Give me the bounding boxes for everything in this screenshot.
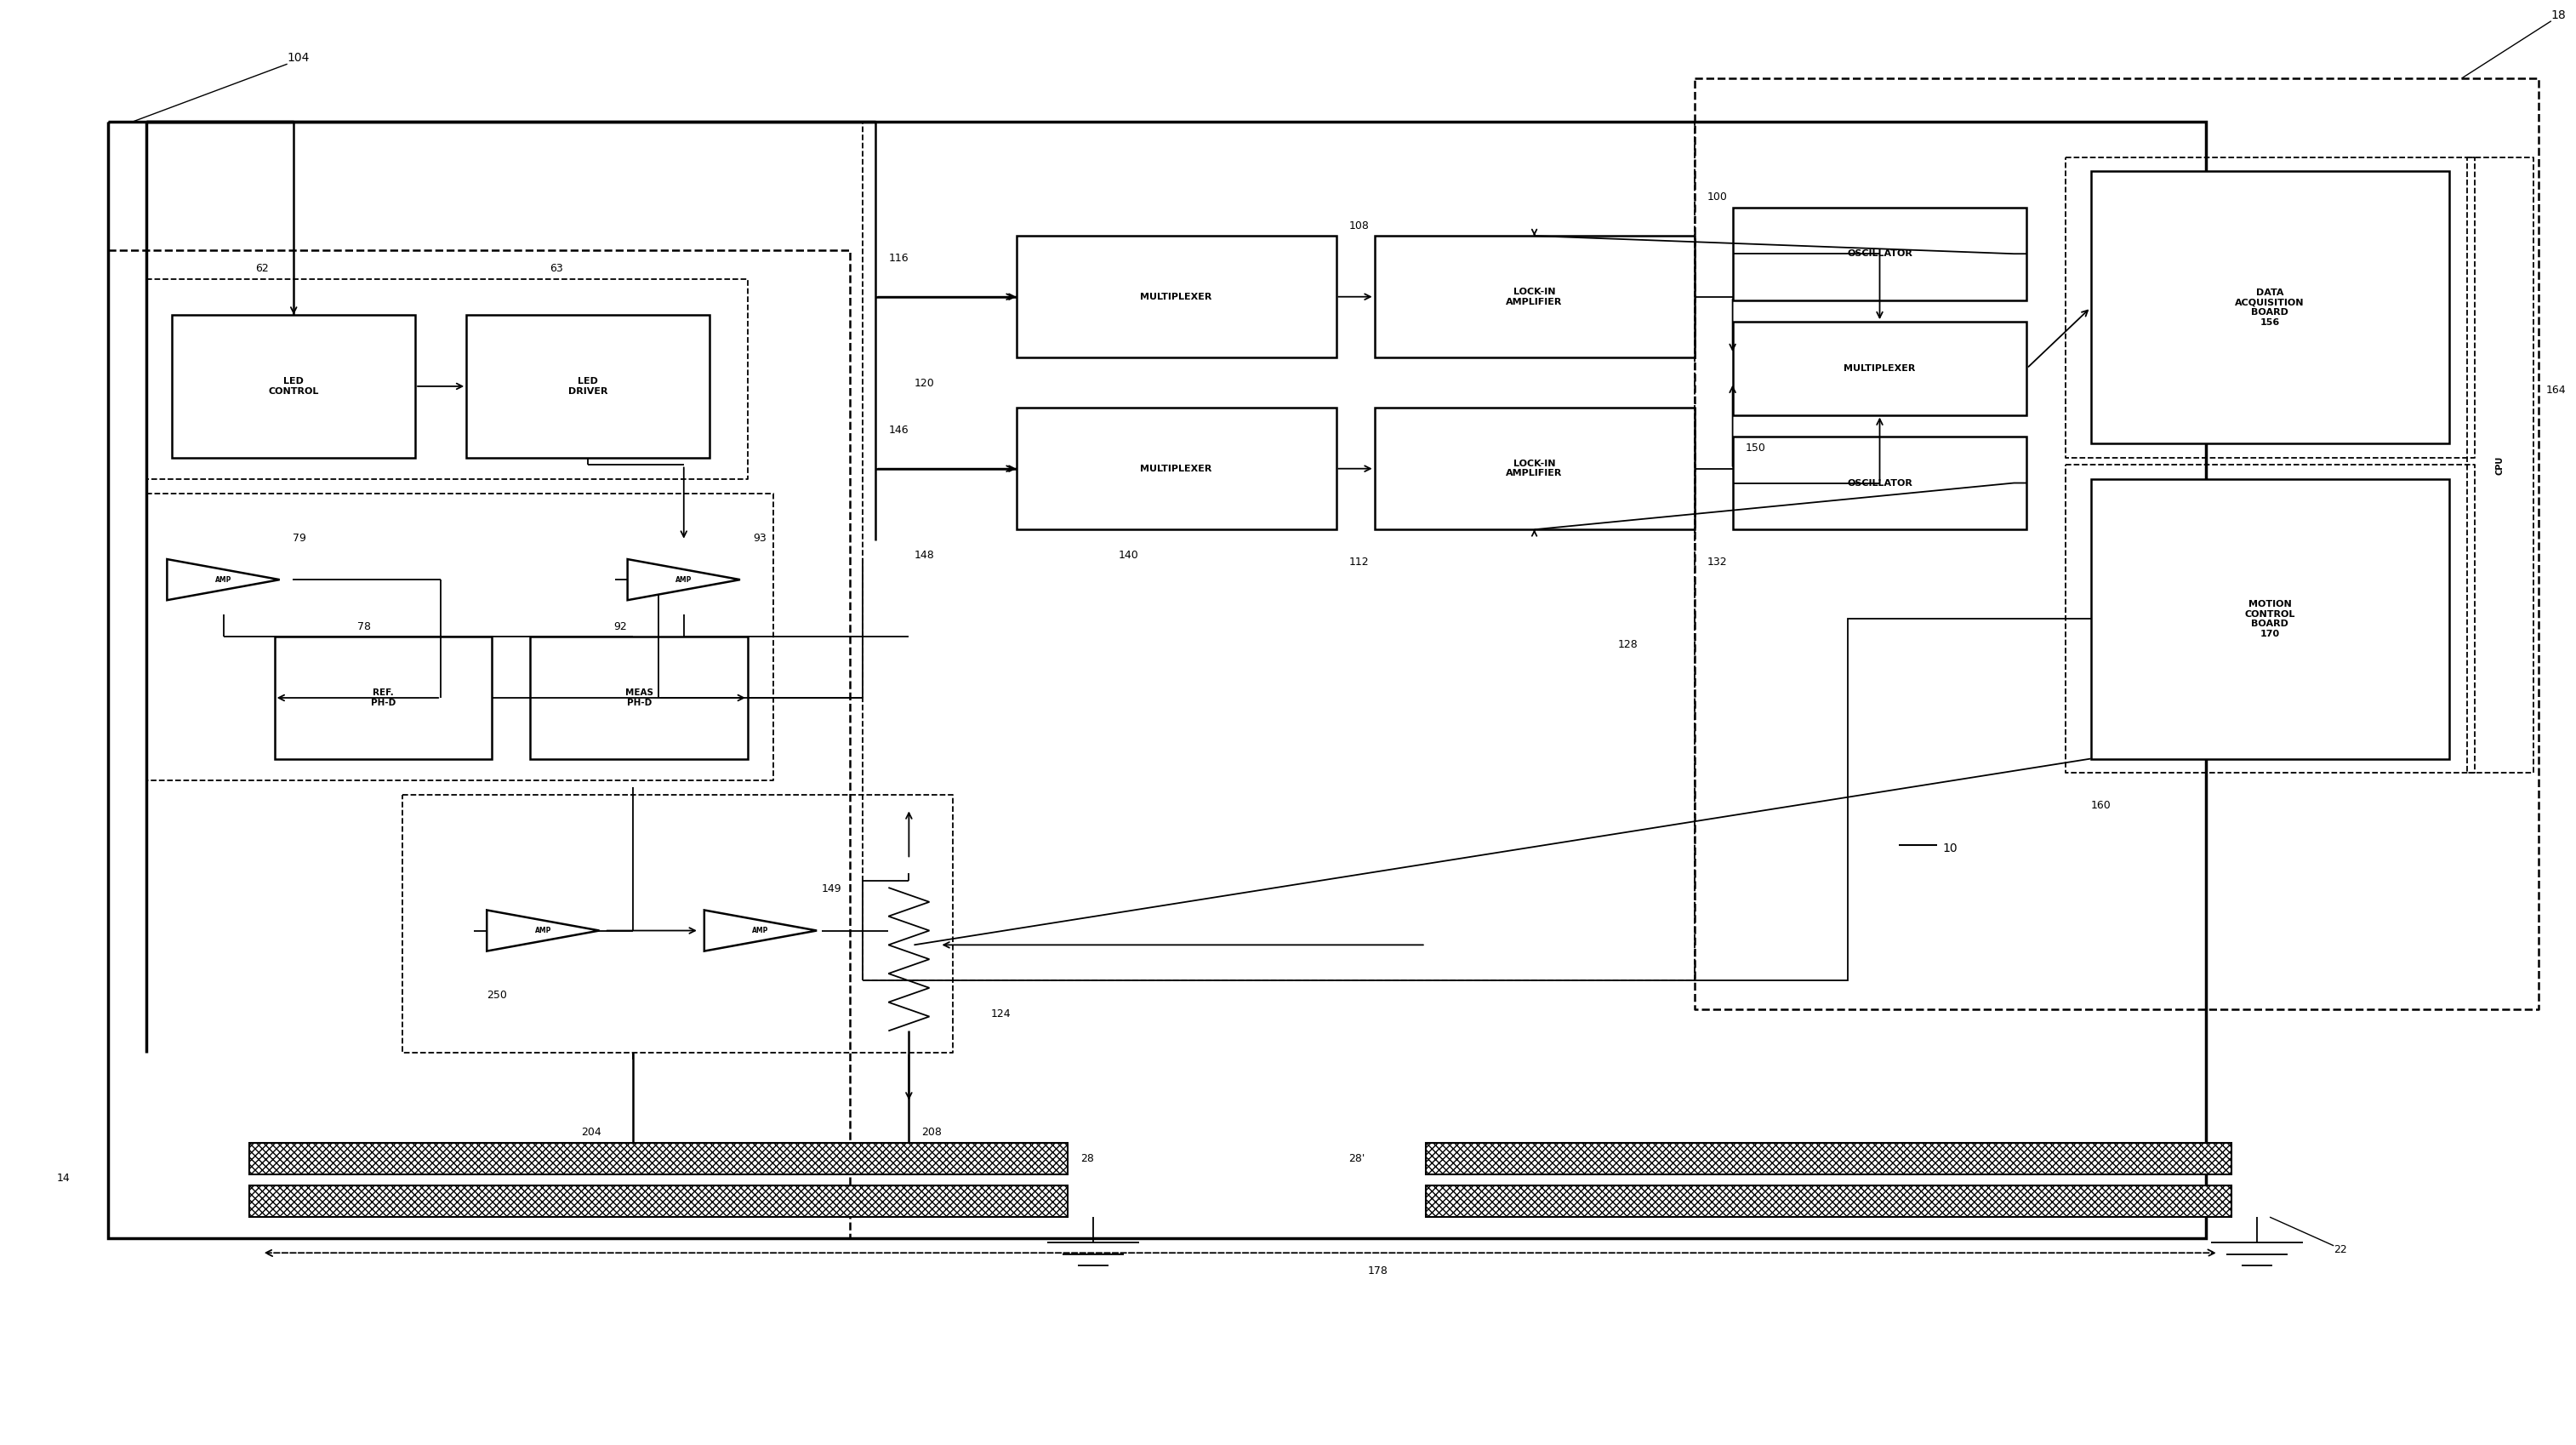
Polygon shape bbox=[703, 910, 817, 951]
FancyBboxPatch shape bbox=[1018, 236, 1337, 357]
Text: 208: 208 bbox=[922, 1127, 943, 1139]
Text: 120: 120 bbox=[914, 377, 935, 389]
Text: 164: 164 bbox=[2545, 384, 2566, 396]
Text: OSCILLATOR: OSCILLATOR bbox=[1847, 478, 1911, 487]
Text: 79: 79 bbox=[294, 532, 307, 543]
Text: 140: 140 bbox=[1118, 549, 1139, 561]
Bar bbox=[250, 1143, 1066, 1175]
Text: 28': 28' bbox=[1350, 1153, 1365, 1163]
Bar bbox=[1425, 1143, 2231, 1175]
Text: 132: 132 bbox=[1708, 556, 1726, 568]
Polygon shape bbox=[167, 559, 281, 600]
Text: MOTION
CONTROL
BOARD
170: MOTION CONTROL BOARD 170 bbox=[2244, 600, 2295, 639]
Text: 250: 250 bbox=[487, 990, 507, 1000]
Text: CPU: CPU bbox=[2496, 455, 2504, 474]
Text: DATA
ACQUISITION
BOARD
156: DATA ACQUISITION BOARD 156 bbox=[2236, 289, 2306, 327]
Bar bbox=[1425, 1185, 2231, 1217]
Text: MEAS
PH-D: MEAS PH-D bbox=[626, 689, 654, 707]
Text: 108: 108 bbox=[1350, 220, 1370, 231]
Text: 18: 18 bbox=[2550, 9, 2566, 22]
Text: 112: 112 bbox=[1350, 556, 1368, 568]
Polygon shape bbox=[629, 559, 739, 600]
Text: MULTIPLEXER: MULTIPLEXER bbox=[1141, 292, 1213, 301]
Text: 78: 78 bbox=[358, 621, 371, 633]
Text: 116: 116 bbox=[889, 253, 909, 263]
FancyBboxPatch shape bbox=[1734, 207, 2027, 301]
Text: 92: 92 bbox=[613, 621, 626, 633]
FancyBboxPatch shape bbox=[1376, 236, 1695, 357]
Text: LED
CONTROL: LED CONTROL bbox=[268, 377, 319, 396]
Text: MULTIPLEXER: MULTIPLEXER bbox=[1844, 364, 1917, 373]
FancyBboxPatch shape bbox=[1734, 322, 2027, 415]
Text: 28: 28 bbox=[1079, 1153, 1095, 1163]
Polygon shape bbox=[487, 910, 600, 951]
Text: 148: 148 bbox=[914, 549, 935, 561]
Text: REF.
PH-D: REF. PH-D bbox=[371, 689, 397, 707]
Text: AMP: AMP bbox=[536, 926, 551, 935]
Bar bbox=[250, 1143, 1066, 1175]
Text: AMP: AMP bbox=[675, 575, 693, 584]
Bar bbox=[250, 1185, 1066, 1217]
Text: 124: 124 bbox=[992, 1009, 1010, 1019]
FancyBboxPatch shape bbox=[1376, 407, 1695, 529]
Text: 160: 160 bbox=[2092, 801, 2110, 812]
FancyBboxPatch shape bbox=[1018, 407, 1337, 529]
Text: 104: 104 bbox=[289, 52, 309, 64]
Text: 62: 62 bbox=[255, 263, 268, 275]
FancyBboxPatch shape bbox=[2092, 172, 2450, 444]
FancyBboxPatch shape bbox=[466, 315, 708, 458]
Text: 178: 178 bbox=[1368, 1266, 1388, 1277]
FancyBboxPatch shape bbox=[1734, 436, 2027, 529]
Text: AMP: AMP bbox=[752, 926, 768, 935]
Text: 10: 10 bbox=[1942, 842, 1958, 854]
Text: OSCILLATOR: OSCILLATOR bbox=[1847, 250, 1911, 259]
Text: 14: 14 bbox=[57, 1173, 70, 1183]
Text: LOCK-IN
AMPLIFIER: LOCK-IN AMPLIFIER bbox=[1507, 460, 1564, 478]
FancyBboxPatch shape bbox=[2092, 480, 2450, 759]
Text: AMP: AMP bbox=[216, 575, 232, 584]
Text: LED
DRIVER: LED DRIVER bbox=[569, 377, 608, 396]
Text: 63: 63 bbox=[549, 263, 564, 275]
Text: 93: 93 bbox=[752, 532, 765, 543]
FancyBboxPatch shape bbox=[531, 637, 747, 759]
FancyBboxPatch shape bbox=[276, 637, 492, 759]
Text: 128: 128 bbox=[1618, 639, 1638, 650]
Text: 204: 204 bbox=[582, 1127, 603, 1139]
Text: LOCK-IN
AMPLIFIER: LOCK-IN AMPLIFIER bbox=[1507, 288, 1564, 306]
Text: 149: 149 bbox=[822, 883, 842, 894]
Text: 22: 22 bbox=[2334, 1244, 2347, 1256]
Bar bbox=[1425, 1185, 2231, 1217]
Text: 100: 100 bbox=[1708, 192, 1728, 202]
Bar bbox=[1425, 1143, 2231, 1175]
Text: MULTIPLEXER: MULTIPLEXER bbox=[1141, 464, 1213, 473]
Text: 150: 150 bbox=[1747, 442, 1765, 454]
Bar bbox=[250, 1185, 1066, 1217]
FancyBboxPatch shape bbox=[173, 315, 415, 458]
Text: 146: 146 bbox=[889, 425, 909, 435]
